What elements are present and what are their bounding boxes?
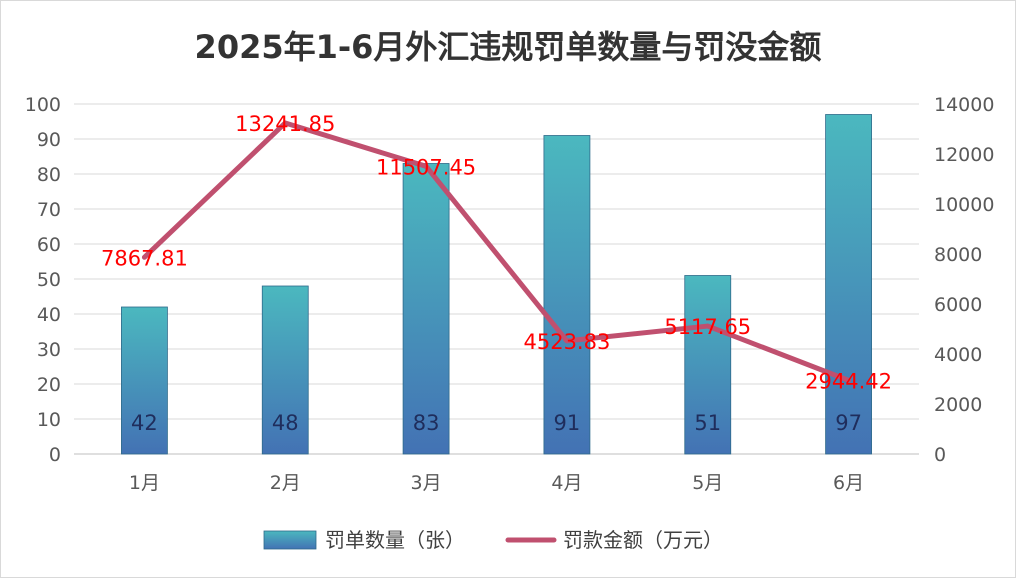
legend-line-label: 罚款金额（万元） bbox=[563, 528, 723, 552]
bar-data-label: 42 bbox=[131, 411, 158, 435]
series-line bbox=[141, 120, 852, 383]
y-right-tick-label: 0 bbox=[934, 444, 946, 466]
bar bbox=[543, 135, 591, 455]
line-data-label: 11507.45 bbox=[376, 155, 476, 179]
y-right-tick-label: 4000 bbox=[934, 344, 982, 366]
y-left-tick-label: 60 bbox=[37, 234, 61, 256]
y-left-tick-label: 20 bbox=[37, 374, 61, 396]
y-right-tick-label: 2000 bbox=[934, 394, 982, 416]
bar bbox=[684, 275, 732, 455]
y-left-tick-label: 90 bbox=[37, 129, 61, 151]
x-tick-label: 6月 bbox=[833, 472, 864, 494]
bar-data-label: 83 bbox=[413, 411, 440, 435]
legend-bar-swatch bbox=[263, 530, 317, 550]
y-right-tick-label: 10000 bbox=[934, 194, 994, 216]
y-left-tick-label: 30 bbox=[37, 339, 61, 361]
bar-data-label: 91 bbox=[554, 411, 581, 435]
line-series bbox=[141, 120, 852, 383]
bar-series bbox=[121, 114, 872, 455]
bar bbox=[261, 285, 309, 455]
data-labels: 42 48 83 91 51 97 7867.81 13241.85 11507.45 4523.… bbox=[101, 112, 892, 435]
y-left-tick-label: 0 bbox=[49, 444, 61, 466]
bar bbox=[825, 114, 872, 455]
gridlines bbox=[74, 103, 919, 455]
y-right-tick-label: 6000 bbox=[934, 294, 982, 316]
chart-title: 2025年1-6月外汇违规罚单数量与罚没金额 bbox=[195, 28, 822, 66]
line-data-label: 2944.42 bbox=[805, 369, 892, 393]
y-axis-left: 0 10 20 30 40 50 60 70 80 90 100 bbox=[25, 94, 61, 466]
y-axis-right: 0 2000 4000 6000 8000 10000 12000 14000 bbox=[934, 94, 994, 466]
y-left-tick-label: 40 bbox=[37, 304, 61, 326]
y-left-tick-label: 70 bbox=[37, 199, 61, 221]
x-tick-label: 1月 bbox=[129, 472, 160, 494]
x-tick-label: 5月 bbox=[692, 472, 723, 494]
y-left-tick-label: 50 bbox=[37, 269, 61, 291]
bar bbox=[121, 306, 168, 455]
bar-data-label: 97 bbox=[835, 411, 862, 435]
bar-data-label: 51 bbox=[694, 411, 721, 435]
bar bbox=[402, 163, 450, 455]
x-tick-label: 2月 bbox=[270, 472, 301, 494]
y-left-tick-label: 80 bbox=[37, 164, 61, 186]
line-data-label: 5117.65 bbox=[664, 315, 751, 339]
line-data-label: 7867.81 bbox=[101, 246, 188, 270]
x-axis: 1月 2月 3月 4月 5月 6月 bbox=[129, 472, 864, 494]
legend: 罚单数量（张） 罚款金额（万元） bbox=[263, 528, 723, 552]
x-tick-label: 4月 bbox=[551, 472, 582, 494]
line-data-label: 4523.83 bbox=[523, 330, 610, 354]
y-right-tick-label: 14000 bbox=[934, 94, 994, 116]
y-left-tick-label: 10 bbox=[37, 409, 61, 431]
y-left-tick-label: 100 bbox=[25, 94, 61, 116]
y-right-tick-label: 8000 bbox=[934, 244, 982, 266]
y-right-tick-label: 12000 bbox=[934, 144, 994, 166]
bar-data-label: 48 bbox=[272, 411, 299, 435]
x-tick-label: 3月 bbox=[411, 472, 442, 494]
line-data-label: 13241.85 bbox=[235, 112, 335, 136]
legend-bar-label: 罚单数量（张） bbox=[325, 528, 465, 552]
